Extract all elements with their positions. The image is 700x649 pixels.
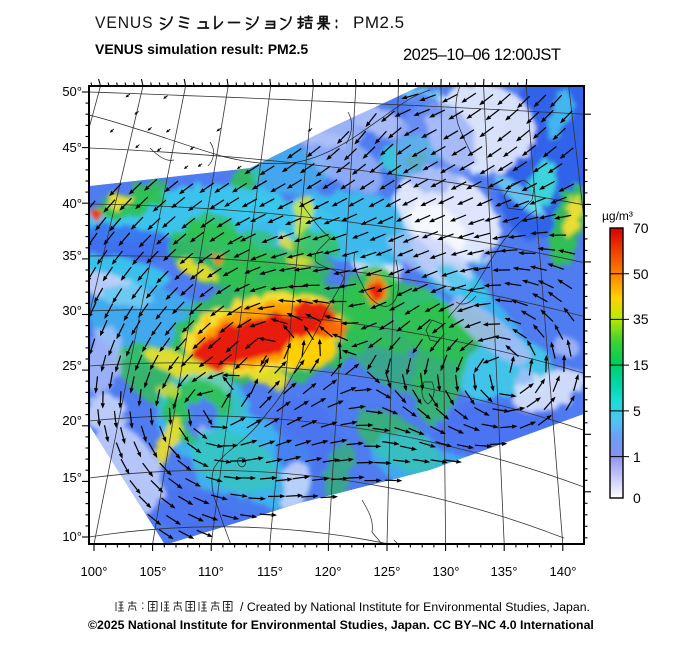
svg-text::: : bbox=[141, 598, 144, 612]
